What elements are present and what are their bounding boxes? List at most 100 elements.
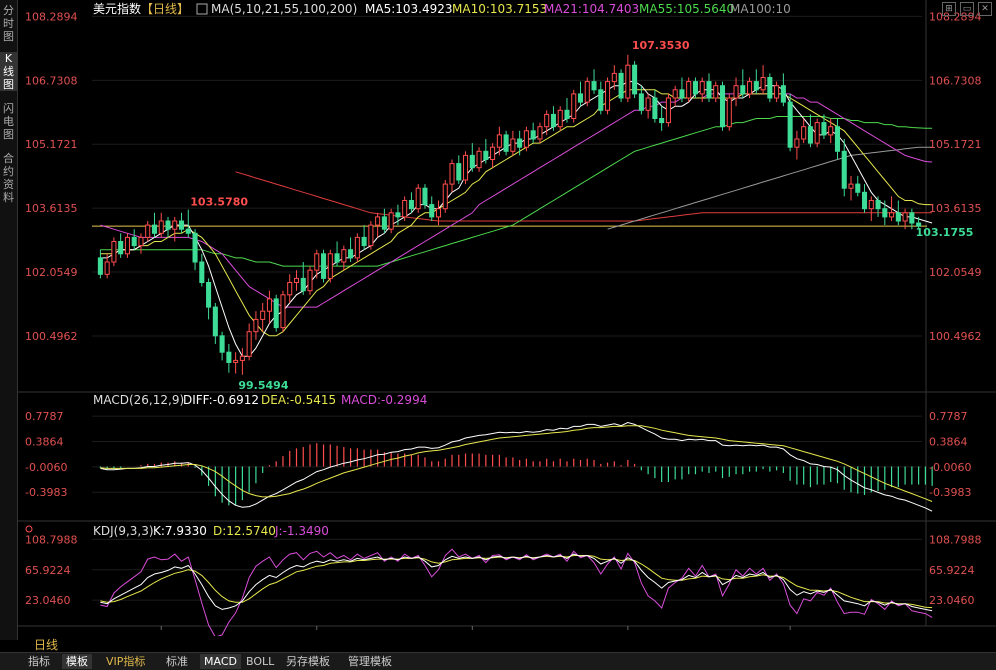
candle-body [719,85,726,128]
footer-period-label[interactable]: 日线 [34,638,59,652]
kdj-legend: KDJ(9,3,3) K:7.9330 D:12.5740 J:-1.3490 [93,524,329,538]
candle-body [801,126,807,140]
tab-boll[interactable]: BOLL [246,655,275,668]
layout-icon[interactable]: ▭ [960,2,974,16]
candle-body [760,77,766,91]
candle-body [632,64,638,95]
ma10-line [100,89,933,337]
candle-body [104,261,110,275]
candle-body [733,85,739,99]
candle-body [253,318,259,333]
close-icon[interactable]: ✕ [978,2,992,16]
candle-body [875,200,881,210]
candle-body [192,232,198,263]
ma200-line [235,171,933,222]
candle-body [652,97,658,119]
candle-body [699,81,705,95]
price-annotations: 107.3530 99.5494 103.5780 103.1755 [190,39,973,392]
y-tick-label-left: 102.0549 [25,266,78,279]
candle-body [821,122,827,136]
tab-vip-indicator[interactable]: VIP指标 [106,655,146,668]
candle-body [321,253,327,279]
candle-body [158,220,164,234]
y-tick-label-left: 100.4962 [25,330,78,343]
candle-body [287,282,293,296]
moving-average-lines [100,81,933,357]
y-tick-label-right: 23.0460 [929,594,975,607]
kdj-settings-icon [25,525,33,533]
candle-body [665,97,671,124]
y-tick-label-left: 65.9224 [25,564,71,577]
candle-body [794,138,800,148]
candle-body [266,298,272,312]
y-tick-label-right: 65.9224 [929,564,975,577]
tab-timeshare[interactable]: 分时图 [3,4,14,43]
x-tick-label: 2023/08 [293,634,339,636]
indicator-settings-icon[interactable] [196,3,208,15]
y-tick-label-left: 0.3864 [25,435,64,448]
candle-body [550,113,556,128]
candle-body [334,253,340,263]
candle-body [848,183,854,189]
candle-body [111,241,117,263]
macd-dea: DEA:-0.5415 [261,393,336,407]
candle-body [713,85,719,99]
y-tick-label-left: -0.3983 [25,486,67,499]
y-tick-label-left: 108.7988 [25,533,78,546]
candle-body [605,81,611,111]
expand-icon[interactable]: ⊞ [942,2,956,16]
tab-macd[interactable]: MACD [200,654,241,669]
candle-body [456,163,462,181]
kdj-panel [100,548,933,636]
kdj-d: D:12.5740 [213,524,276,538]
last-price-annotation: 103.1755 [916,226,974,239]
candle-body [916,222,922,227]
candle-body [577,93,584,103]
candle-body [638,93,644,111]
y-tick-label-right: 0.3864 [929,435,968,448]
candle-body [496,134,502,148]
tab-indicator[interactable]: 指标 [28,655,50,668]
ma55-line [100,116,933,267]
tab-contract-info[interactable]: 合约资料 [3,152,14,204]
candle-body [841,150,847,189]
macd-params: MACD(26,12,9) [93,393,184,407]
macd-legend: MACD(26,12,9) DIFF:-0.6912 DEA:-0.5415 M… [93,393,427,407]
high-annotation: 107.3530 [632,39,690,52]
macd-diff-line [100,421,933,512]
y-tick-label-right: -0.3983 [929,486,971,499]
candle-body [706,81,712,99]
y-tick-label-right: 108.7988 [929,533,982,546]
candle-body [341,249,347,263]
tab-flash[interactable]: 闪电图 [3,102,14,141]
candle-body [165,220,171,230]
candle-body [260,310,266,320]
candle-body [124,236,130,255]
candle-body [226,351,232,363]
candle-body [368,224,374,247]
candle-body [814,122,820,144]
candle-body [557,109,563,128]
y-tick-label-right: 103.6135 [929,202,982,215]
candle-body [537,126,543,140]
tab-kline[interactable]: K线图 [0,52,17,91]
y-tick-label-left: 106.7308 [25,74,78,87]
tab-template[interactable]: 模板 [62,654,92,669]
candle-body [679,89,685,99]
candle-body [97,257,103,275]
candle-body [354,236,360,259]
candle-body [618,72,624,99]
candle-body [530,130,536,140]
candle-body [402,200,408,218]
local-high-annotation: 103.5780 [190,196,248,209]
candle-body [645,97,651,111]
ma100-line [607,146,933,230]
ma-params: MA(5,10,21,55,100,200) [211,2,357,16]
left-tab-bar: 分时图 K线图 闪电图 合约资料 [0,0,18,640]
ma5-line [100,81,933,357]
y-tick-label-left: 0.7787 [25,410,64,423]
tab-standard[interactable]: 标准 [166,655,188,668]
tab-save-template[interactable]: 另存模板 [286,655,330,668]
tab-manage-template[interactable]: 管理模板 [348,655,392,668]
